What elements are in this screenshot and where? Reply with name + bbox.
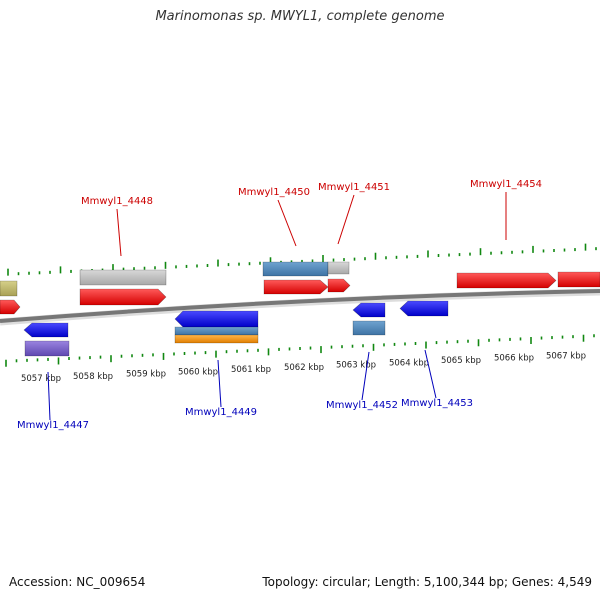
kbp-label: 5059 kbp — [126, 370, 166, 380]
reverse-gene-bar — [23, 322, 69, 338]
kbp-label: 5064 kbp — [389, 358, 429, 368]
kbp-label: 5067 kbp — [546, 351, 586, 361]
purple-feature-bar — [24, 340, 70, 357]
forward-gene-bar — [263, 279, 329, 295]
accession-text: Accession: NC_009654 — [9, 575, 146, 589]
olive-feature-bar — [0, 280, 18, 297]
map-title: Marinomonas sp. MWYL1, complete genome — [155, 9, 445, 24]
reverse-gene-bar — [174, 310, 259, 328]
kbp-label: 5065 kbp — [441, 356, 481, 366]
forward-gene-bar — [79, 288, 167, 306]
reverse-gene-label: Mmwyl1_4447 — [17, 420, 89, 431]
steel-feature-bar — [262, 261, 329, 277]
forward-gene-label-leader — [277, 199, 297, 247]
forward-gene-label-leader — [337, 194, 355, 245]
reverse-gene-bar — [352, 302, 386, 318]
reverse-gene-label-leader — [217, 359, 222, 408]
kbp-label: 5062 kbp — [284, 363, 324, 373]
forward-gene-bar — [0, 299, 21, 315]
kbp-label: 5061 kbp — [231, 365, 271, 375]
genome-backbone — [0, 289, 600, 323]
steel-feature-bar — [352, 320, 386, 336]
forward-gene-label: Mmwyl1_4454 — [470, 179, 542, 190]
reverse-gene-label-leader — [47, 371, 51, 421]
steel-feature-bar — [174, 326, 259, 336]
kbp-label: 5058 kbp — [73, 372, 113, 382]
forward-gene-label: Mmwyl1_4450 — [238, 187, 310, 198]
reverse-gene-label-leader — [361, 351, 370, 401]
reverse-gene-label: Mmwyl1_4449 — [185, 407, 257, 418]
reverse-gene-bar — [399, 300, 449, 317]
grey-feature-bar — [327, 261, 350, 275]
forward-gene-bar — [456, 272, 557, 289]
forward-gene-label: Mmwyl1_4448 — [81, 196, 153, 207]
forward-gene-label-leader — [116, 208, 122, 257]
reverse-gene-label-leader — [424, 349, 437, 399]
forward-gene-bar — [327, 278, 351, 293]
grey-feature-bar — [79, 269, 167, 286]
reverse-gene-label: Mmwyl1_4452 — [326, 400, 398, 411]
forward-gene-bar — [557, 271, 600, 288]
kbp-label: 5063 kbp — [336, 361, 376, 371]
kbp-label: 5057 kbp — [21, 374, 61, 384]
kbp-label: 5060 kbp — [178, 367, 218, 377]
forward-gene-label: Mmwyl1_4451 — [318, 182, 390, 193]
kbp-label: 5066 kbp — [494, 354, 534, 364]
lower-tick-row — [5, 334, 595, 367]
orange-feature-bar — [174, 334, 259, 344]
topology-text: Topology: circular; Length: 5,100,344 bp… — [262, 575, 592, 589]
reverse-gene-label: Mmwyl1_4453 — [401, 398, 473, 409]
